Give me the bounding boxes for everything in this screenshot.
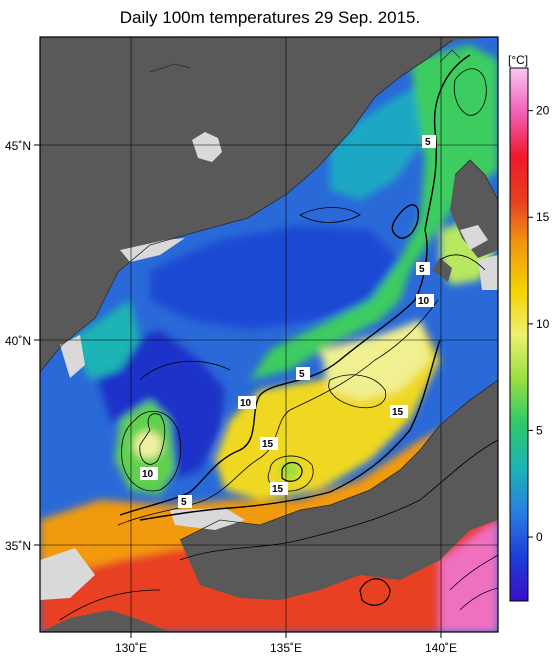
land-korea-coast (40, 37, 452, 372)
no-data-hokkaido (460, 225, 488, 250)
contour-label: 5 (181, 497, 187, 508)
contour-label: 10 (142, 469, 154, 480)
contour-label: 15 (392, 407, 404, 418)
contour-label: 5 (425, 137, 431, 148)
colorbar-tick-label: 20 (536, 104, 550, 118)
contour-label-group: 5 5 10 5 10 15 15 10 15 5 (140, 135, 436, 508)
map-frame (39, 36, 499, 633)
teal-northeast (330, 80, 430, 200)
lat-label-40: 40˚N (5, 334, 31, 348)
no-data-coast-korea (120, 238, 185, 262)
no-data-shelf-south (170, 508, 245, 530)
contour-label: 15 (262, 439, 274, 450)
contour-label: 5 (419, 264, 425, 275)
axis-ticks (34, 144, 442, 638)
land-kyushu (40, 610, 170, 632)
lon-label-135: 135˚E (270, 641, 302, 655)
land-sado (432, 258, 452, 282)
contour-label: 5 (299, 369, 305, 380)
pink-southeast (440, 520, 498, 632)
deep-cold-core (95, 330, 225, 480)
warm-eddy-west (134, 431, 162, 459)
colorbar-tick-label: 10 (536, 317, 550, 331)
contour-label: 10 (240, 398, 252, 409)
lat-label-45: 45˚N (5, 139, 31, 153)
colorbar-tick-label: 15 (536, 210, 550, 224)
colorbar: [°C] 20 15 10 5 0 (508, 53, 550, 602)
colorbar-unit: [°C] (508, 53, 528, 67)
no-data-island (192, 132, 222, 162)
lon-label-130: 130˚E (115, 641, 147, 655)
lat-label-35: 35˚N (5, 539, 31, 553)
map-panel: 5 5 10 5 10 15 15 10 15 5 (40, 37, 498, 632)
colorbar-scale (509, 67, 529, 602)
graticule (40, 37, 498, 632)
colorbar-ticks: 20 15 10 5 0 (528, 104, 550, 544)
coastline (40, 39, 498, 541)
map-title: Daily 100m temperatures 29 Sep. 2015. (119, 8, 421, 27)
lon-label-140: 140˚E (425, 641, 457, 655)
contour-lines (59, 54, 498, 621)
colorbar-tick-label: 5 (536, 423, 543, 437)
contour-label: 15 (272, 484, 284, 495)
no-data-coast-west (60, 335, 85, 378)
colorbar-tick-label: 0 (536, 530, 543, 544)
contour-label: 10 (418, 296, 430, 307)
green-front-east (250, 45, 498, 380)
central-blue (150, 225, 400, 330)
no-data-kyushu (40, 548, 95, 600)
no-data-tsugaru (478, 255, 498, 290)
